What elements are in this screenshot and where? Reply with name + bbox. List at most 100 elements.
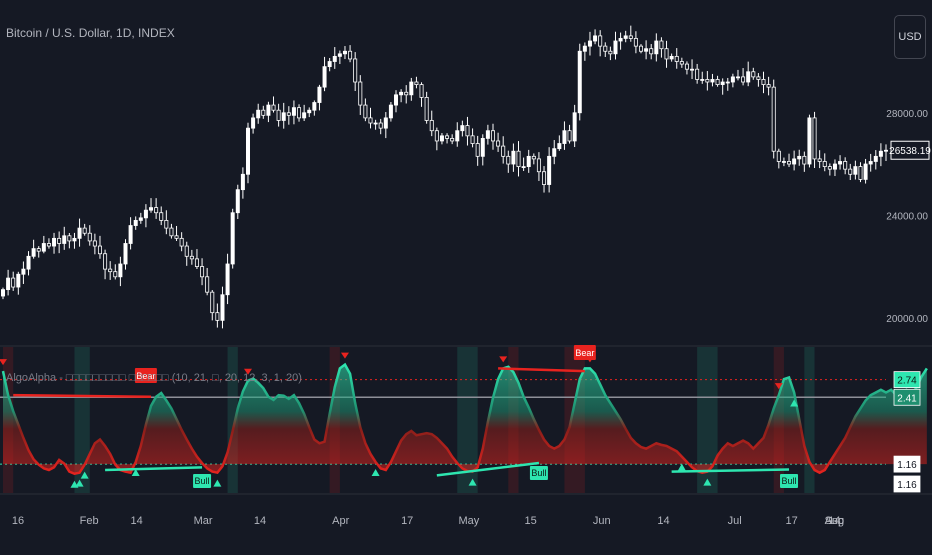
time-tick-label: May [459,515,480,527]
candle-body [6,277,11,291]
candle-body [46,243,51,247]
candle-body [123,243,128,265]
indicator-title[interactable]: AlgoAlpha - □□□□□□□□□ □□□□□□ (10, 21, □,… [6,372,302,384]
bull-marker [371,468,380,476]
candle-body [450,137,455,142]
candle-body [297,107,302,119]
candle-body [623,35,628,39]
candle-body [128,225,133,244]
oscillator-level-box [893,475,921,493]
candle-body [57,237,62,244]
oscillator-axis: 2.74 2.41 1.16 1.16 [893,371,921,493]
candle-body [215,312,220,321]
candle-body [863,163,868,180]
candle-body [312,102,317,111]
candle-body [781,161,786,163]
bull-divergence-line [436,461,540,477]
candle-body [261,109,266,116]
candle-body [475,143,480,157]
candle-body [628,35,633,39]
candle-body [470,135,475,144]
bull-marker [790,399,799,407]
candle-body [644,48,649,52]
candle-body [281,112,286,121]
candle-body [797,155,802,160]
currency-button[interactable]: USD [894,15,926,59]
candle-body [715,79,720,85]
bear-divergence-line [13,393,152,398]
candle-body [358,81,363,106]
time-tick-label: Jul [728,515,742,527]
candle-body [434,130,439,142]
candle-body [684,63,689,70]
candle-body [332,55,337,62]
candle-body [235,189,240,214]
candle-body [741,76,746,83]
candle-body [409,81,414,96]
time-tick-label: 14 [254,515,266,527]
candle-body [827,166,832,170]
signal-zone [457,347,478,493]
last-price-label: 26538.19 [889,146,931,157]
candle-body [654,40,659,55]
oscillator-level-box [893,388,921,406]
candle-body [26,255,31,270]
candle-body [506,155,511,165]
candle-body [766,84,771,88]
oscillator-signals: Bear Bear Bull Bull Bull [0,345,799,488]
bear-label: Bear [575,348,594,358]
candle-body [547,155,552,185]
candle-body [205,276,210,293]
bull-marker [468,478,477,486]
candle-body [307,109,312,114]
candle-body [710,79,715,83]
oscillator-fill [3,364,927,474]
candle-body [618,38,623,42]
bear-marker [243,368,252,375]
candle-body [496,140,501,147]
candle-body [302,112,307,119]
candle-body [174,235,179,239]
candle-body [792,158,797,165]
candle-body [536,158,541,173]
last-price-box [890,140,930,160]
candle-body [485,130,490,139]
candle-body [649,48,654,55]
time-tick-label: Mar [194,515,213,527]
signal-zone [227,347,238,493]
bull-label-box [529,466,548,480]
bull-marker [80,471,89,479]
candle-body [82,227,87,234]
candle-body [240,173,245,191]
signal-zone [697,347,718,493]
candle-body [460,125,465,132]
price-axis: 28000.00 24000.00 20000.00 26538.19 [886,109,931,325]
time-tick-label: Feb [80,515,99,527]
candle-body [414,81,419,85]
candle-body [138,217,143,221]
bull-marker [131,468,140,476]
candle-body [521,166,526,168]
candle-body [531,155,536,160]
candle-body [873,155,878,162]
signal-zone [74,347,90,493]
bull-label: Bull [782,476,797,486]
candle-body [394,94,399,106]
time-tick-label: 14 [657,515,669,527]
candle-body [669,55,674,60]
candle-body [838,161,843,165]
candle-body [562,130,567,144]
candle-body [853,166,858,175]
candle-body [424,96,429,121]
candle-body [317,86,322,103]
candle-body [868,161,873,165]
time-tick-label: Sep [825,515,845,527]
candle-body [62,235,67,244]
candle-body [31,248,36,257]
candle-body [690,68,695,71]
candle-body [705,79,710,83]
candle-body [286,112,291,116]
candle-body [342,50,347,55]
